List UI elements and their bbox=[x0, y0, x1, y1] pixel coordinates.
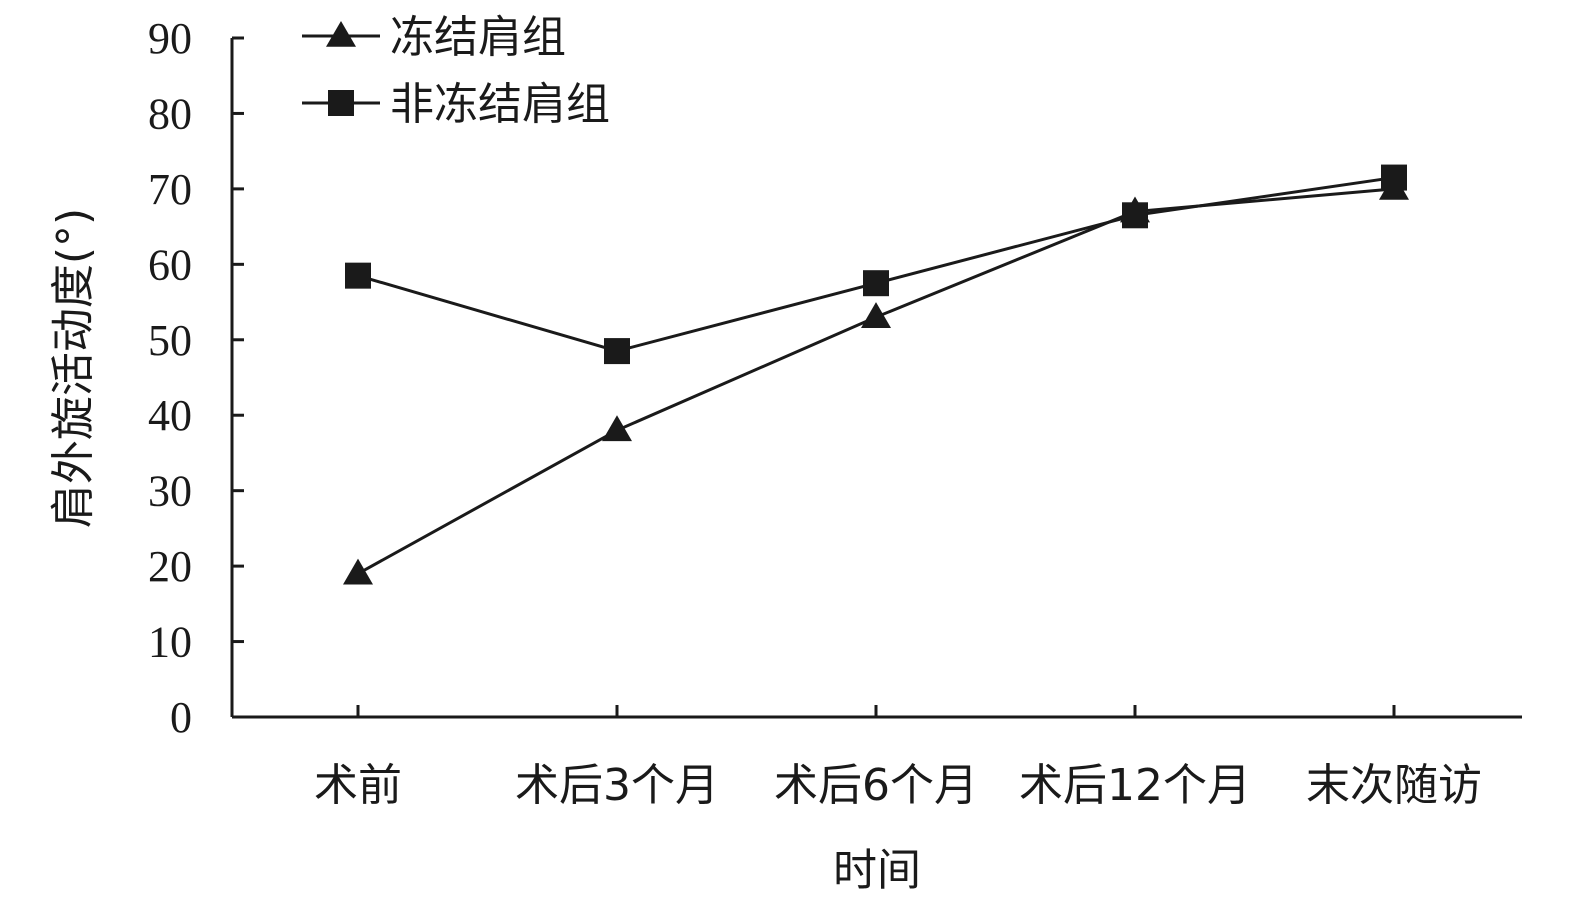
x-tick-label: 术后6个月 bbox=[774, 760, 978, 811]
y-tick-label: 80 bbox=[148, 89, 192, 138]
square-point bbox=[1122, 202, 1148, 229]
square-point bbox=[863, 270, 889, 297]
y-tick-label: 70 bbox=[148, 165, 192, 214]
triangle-point bbox=[861, 302, 891, 328]
square-point bbox=[1381, 164, 1407, 191]
legend-label: 冻结肩组 bbox=[390, 12, 566, 63]
triangle-point bbox=[343, 558, 373, 585]
y-tick-label: 0 bbox=[170, 693, 192, 742]
legend-item: 冻结肩组 bbox=[302, 12, 566, 63]
series-layer bbox=[343, 164, 1409, 585]
triangle-point bbox=[602, 415, 632, 442]
x-tick-label: 末次随访 bbox=[1306, 760, 1482, 811]
x-tick-label: 术后12个月 bbox=[1019, 760, 1251, 811]
x-axis: 术前 术后3个月 术后6个月 术后12个月 末次随访 bbox=[232, 705, 1522, 811]
series-line bbox=[357, 187, 1395, 575]
square-point bbox=[604, 338, 630, 365]
legend-label: 非冻结肩组 bbox=[390, 79, 610, 130]
x-ticks: 术前 术后3个月 术后6个月 术后12个月 末次随访 bbox=[314, 705, 1482, 811]
y-tick-label: 30 bbox=[148, 467, 192, 516]
y-tick-label: 20 bbox=[148, 542, 192, 591]
series-2 bbox=[345, 164, 1407, 365]
y-axis: 0 10 20 30 40 50 60 70 80 90 bbox=[148, 14, 244, 742]
series-1 bbox=[343, 173, 1409, 585]
y-tick-label: 40 bbox=[148, 391, 192, 440]
y-tick-label: 90 bbox=[148, 14, 192, 63]
y-tick-label: 60 bbox=[148, 240, 192, 289]
y-tick-label: 10 bbox=[148, 618, 192, 667]
legend-item: 非冻结肩组 bbox=[302, 79, 610, 130]
y-axis-title: 肩外旋活动度(°) bbox=[48, 208, 99, 528]
legend-square-marker bbox=[328, 90, 354, 116]
x-tick-label: 术后3个月 bbox=[515, 760, 719, 811]
y-ticks: 0 10 20 30 40 50 60 70 80 90 bbox=[148, 14, 244, 742]
y-tick-label: 50 bbox=[148, 316, 192, 365]
x-axis-title: 时间 bbox=[833, 845, 921, 896]
legend-triangle-marker bbox=[326, 21, 356, 47]
x-tick-label: 术前 bbox=[314, 760, 402, 811]
square-point bbox=[345, 262, 371, 289]
